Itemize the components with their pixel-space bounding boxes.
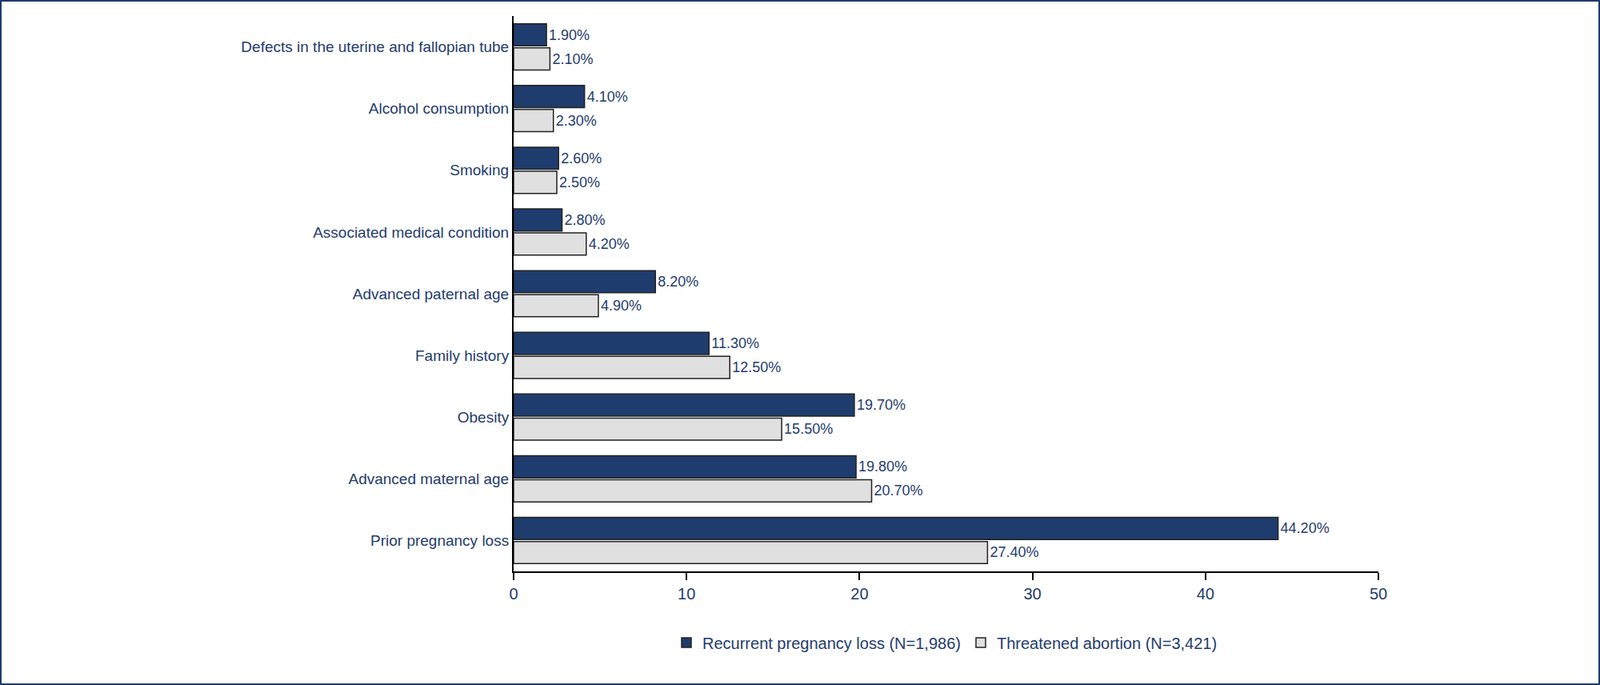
svg-text:Obesity: Obesity: [457, 408, 510, 426]
svg-text:30: 30: [1023, 584, 1041, 603]
svg-text:Advanced maternal age: Advanced maternal age: [348, 470, 510, 488]
svg-text:Advanced paternal age: Advanced paternal age: [352, 285, 509, 303]
svg-text:2.80%: 2.80%: [564, 212, 606, 228]
svg-text:50: 50: [1369, 584, 1388, 603]
svg-text:4.20%: 4.20%: [588, 236, 630, 252]
svg-text:12.50%: 12.50%: [732, 359, 781, 376]
svg-text:19.80%: 19.80%: [858, 458, 908, 475]
svg-text:2.60%: 2.60%: [560, 150, 602, 167]
svg-text:Recurrent pregnancy loss (N=1,: Recurrent pregnancy loss (N=1,986): [702, 634, 961, 652]
svg-text:Alcohol consumption: Alcohol consumption: [368, 100, 509, 117]
svg-text:20: 20: [850, 584, 868, 603]
svg-text:44.20%: 44.20%: [1280, 520, 1330, 536]
svg-text:20.70%: 20.70%: [874, 482, 924, 499]
svg-text:4.10%: 4.10%: [587, 88, 628, 105]
svg-text:1.90%: 1.90%: [548, 27, 590, 44]
svg-text:2.10%: 2.10%: [552, 51, 593, 68]
svg-text:0: 0: [508, 584, 518, 603]
svg-text:8.20%: 8.20%: [657, 273, 699, 290]
svg-text:15.50%: 15.50%: [784, 420, 833, 437]
svg-text:Threatened abortion (N=3,421): Threatened abortion (N=3,421): [996, 634, 1217, 652]
svg-text:Prior pregnancy loss: Prior pregnancy loss: [370, 532, 509, 549]
svg-text:11.30%: 11.30%: [711, 335, 760, 352]
svg-text:19.70%: 19.70%: [856, 396, 906, 413]
svg-text:4.90%: 4.90%: [600, 297, 642, 314]
svg-text:27.40%: 27.40%: [989, 544, 1039, 560]
svg-text:Smoking: Smoking: [449, 161, 509, 179]
svg-text:Family history: Family history: [415, 347, 510, 364]
svg-text:2.30%: 2.30%: [556, 112, 597, 129]
svg-text:2.50%: 2.50%: [559, 174, 600, 191]
svg-text:10: 10: [677, 584, 696, 603]
svg-text:40: 40: [1196, 584, 1215, 603]
svg-text:Associated medical condition: Associated medical condition: [312, 224, 509, 241]
svg-text:Defects in the uterine and fal: Defects in the uterine and fallopian tub…: [240, 38, 509, 56]
